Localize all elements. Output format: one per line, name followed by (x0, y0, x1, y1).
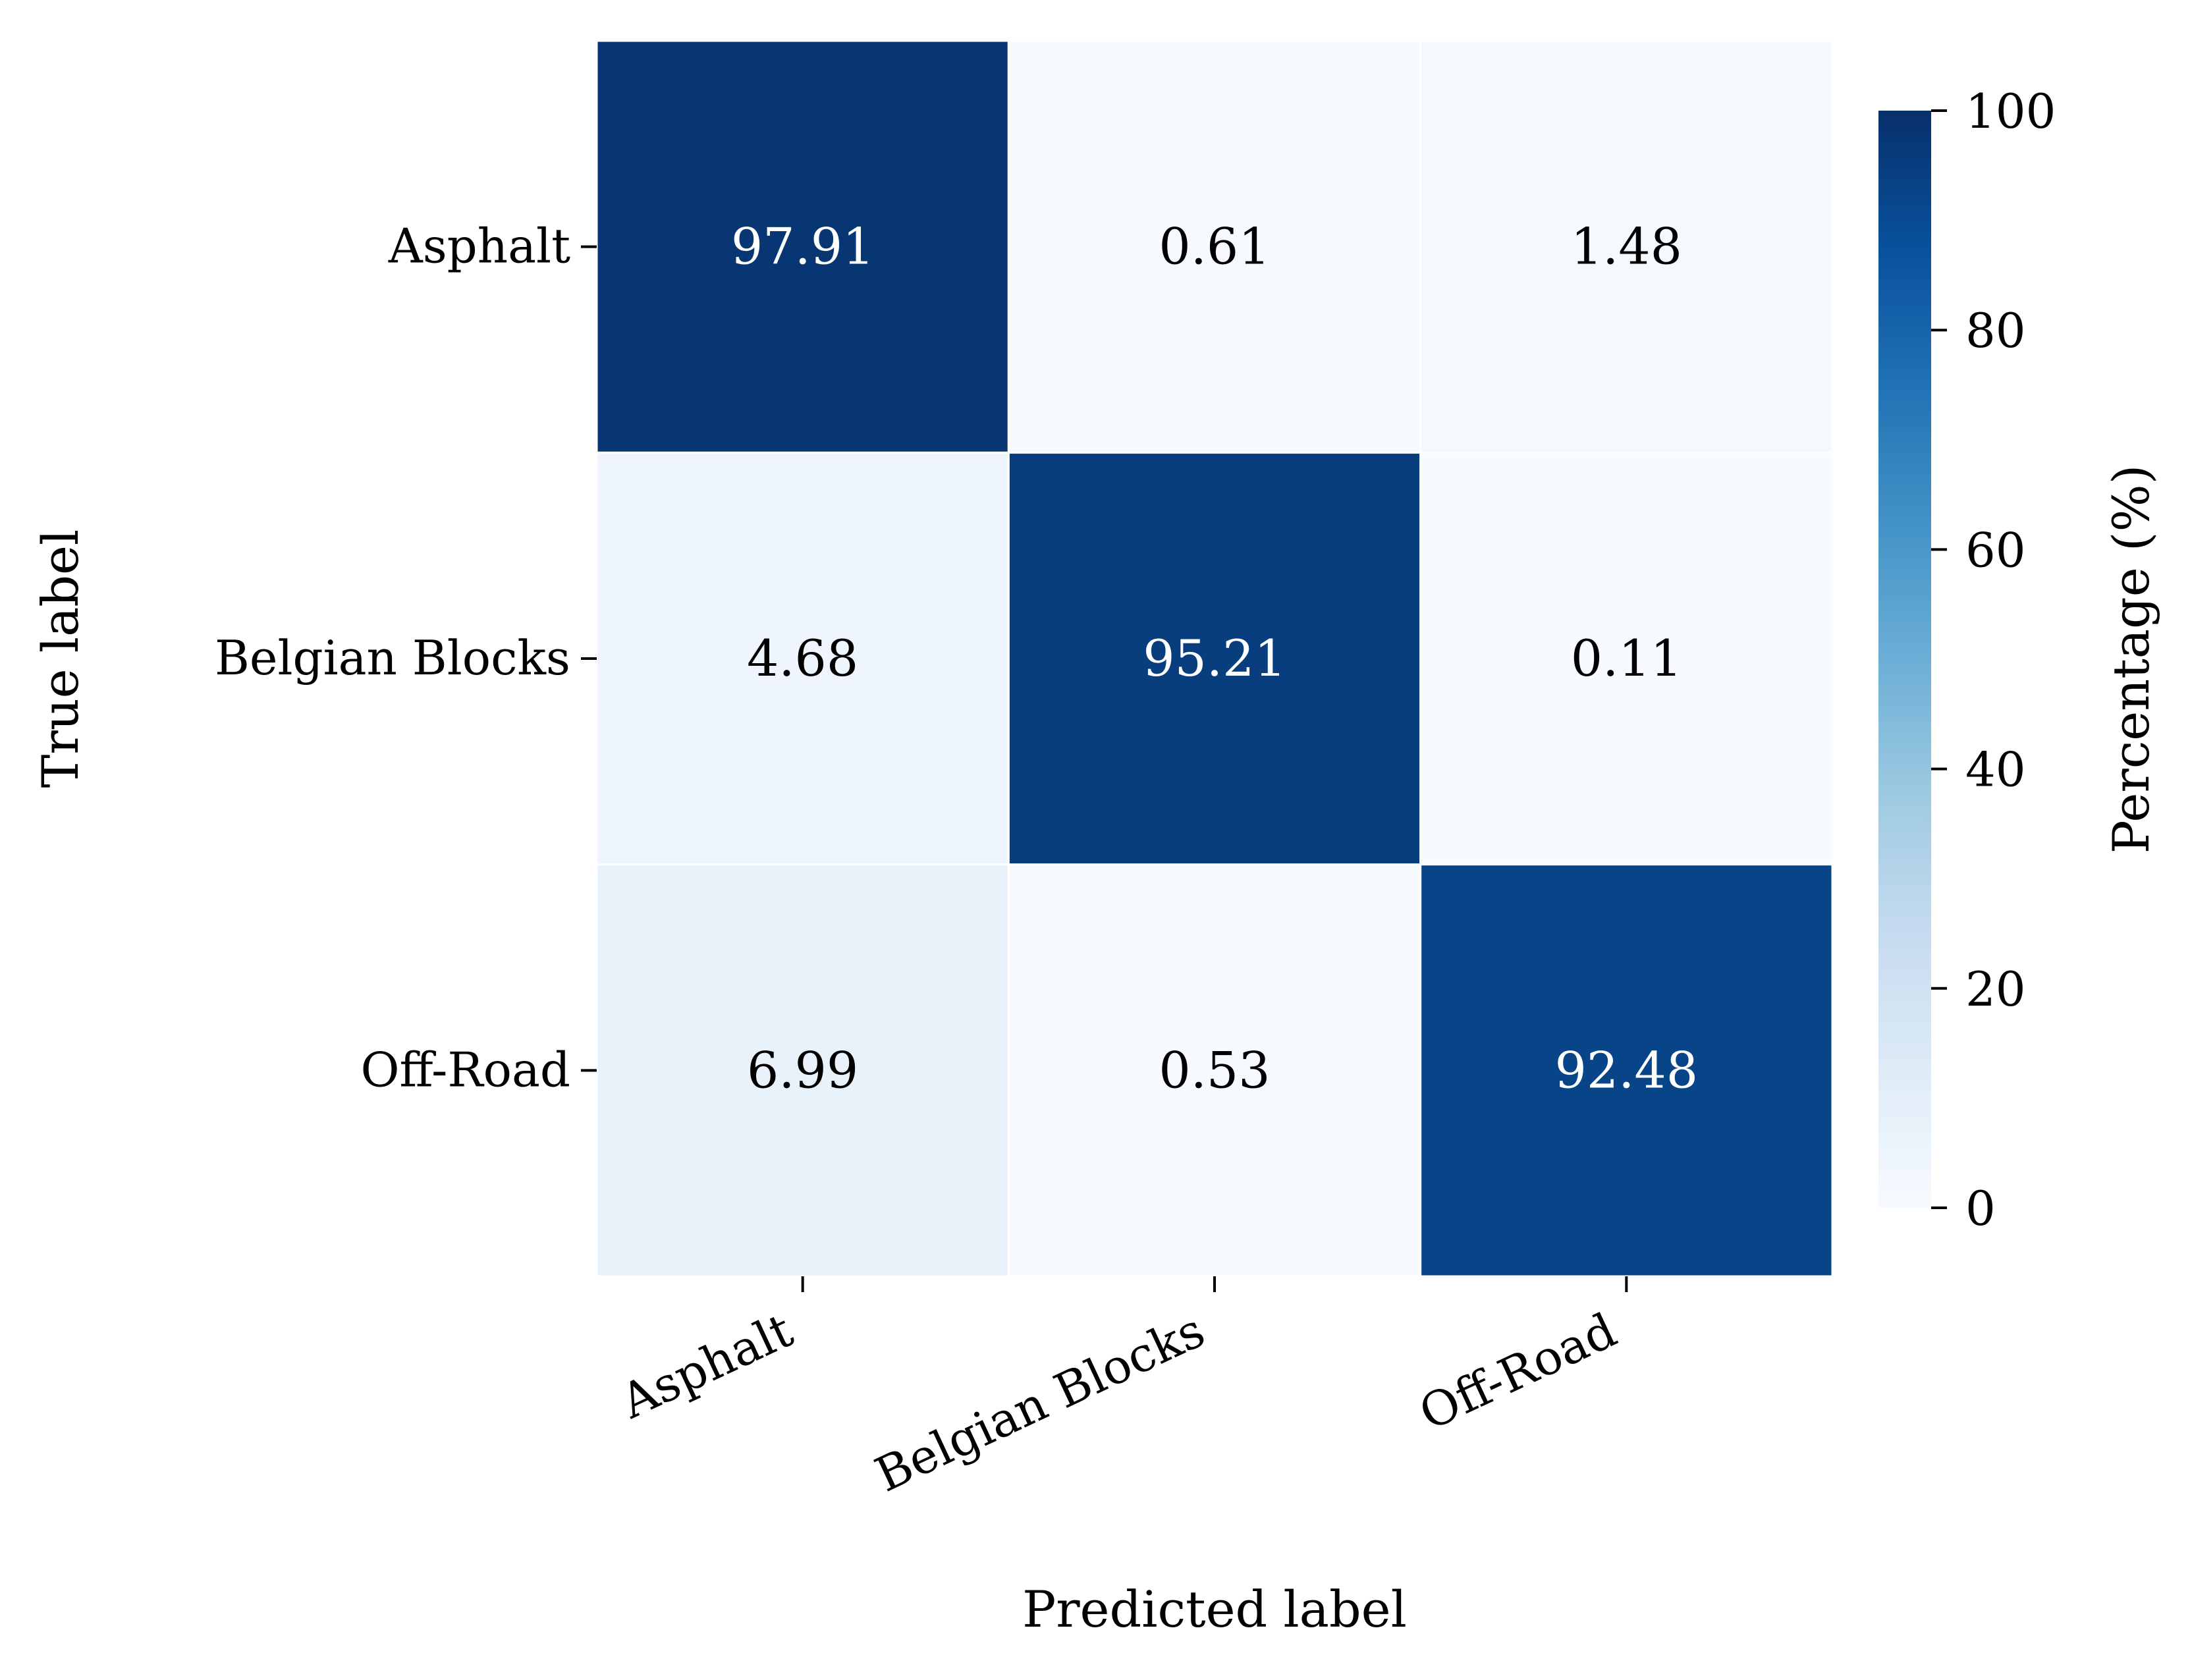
heatmap-cell (1007, 451, 1422, 866)
cell-value-label: 97.91 (731, 217, 875, 276)
y-tick-label: Off-Road (360, 1042, 570, 1097)
colorbar-tick-label: 80 (1965, 303, 2026, 358)
x-tick-label: Asphalt (612, 1302, 801, 1429)
cell-value-label: 95.21 (1143, 629, 1286, 688)
colorbar-ticks: 0 20 40 60 80 100 (1931, 84, 2056, 1236)
colorbar-tick-label: 40 (1965, 742, 2026, 798)
heatmap-cell (1007, 40, 1422, 454)
x-axis-title: Predicted label (1022, 1580, 1407, 1639)
x-axis: Asphalt Belgian Blocks Off-Road (612, 1276, 1628, 1503)
heatmap-cells: 97.91 0.61 1.48 4.68 95.21 0.11 6.99 0.53 92.48 (595, 40, 1834, 1278)
colorbar-tick-label: 20 (1965, 962, 2026, 1017)
heatmap-cell (595, 451, 1010, 866)
colorbar-tick-label: 60 (1965, 522, 2026, 578)
x-tick-label: Belgian Blocks (867, 1302, 1213, 1502)
y-axis-title: True label (31, 529, 90, 788)
cell-value-label: 1.48 (1571, 217, 1682, 276)
heatmap-cell (1007, 863, 1422, 1278)
cell-value-label: 4.68 (747, 629, 858, 688)
colorbar-tick-label: 100 (1965, 84, 2056, 139)
cell-value-label: 92.48 (1555, 1041, 1699, 1099)
cell-value-label: 0.61 (1159, 217, 1270, 276)
cell-value-label: 6.99 (747, 1041, 858, 1099)
heatmap-cell (595, 863, 1010, 1278)
cell-value-label: 0.11 (1571, 629, 1682, 688)
y-tick-label: Asphalt (388, 219, 570, 274)
colorbar-title: Percentage (%) (2102, 465, 2160, 854)
cell-value-label: 0.53 (1159, 1041, 1270, 1099)
heatmap-cell (1419, 451, 1834, 866)
y-tick-label: Belgian Blocks (215, 630, 570, 686)
y-axis: Asphalt Belgian Blocks Off-Road (215, 219, 597, 1097)
heatmap-cell (595, 40, 1010, 454)
colorbar-tick-label: 0 (1965, 1181, 1996, 1236)
x-tick-label: Off-Road (1411, 1302, 1624, 1441)
colorbar (1878, 111, 1931, 1208)
heatmap-cell (1419, 40, 1834, 454)
